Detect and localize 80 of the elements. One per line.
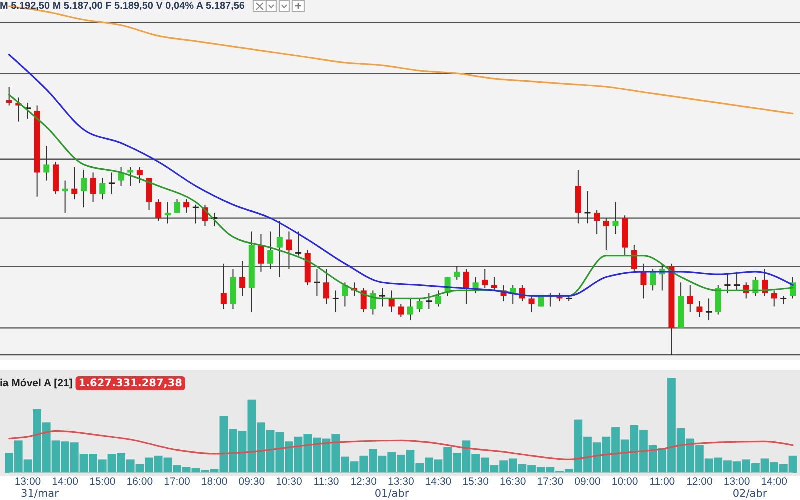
annotation: 1.627.331.287,38 (78, 378, 182, 390)
candlestick (332, 290, 339, 313)
candlestick (650, 268, 656, 292)
candlestick (734, 271, 740, 292)
candlestick (360, 288, 367, 313)
candlestick (771, 290, 778, 308)
candlestick (164, 202, 171, 224)
candlestick (268, 231, 274, 270)
candlestick (118, 166, 124, 187)
candlestick (435, 290, 442, 308)
candlestick (454, 266, 460, 280)
candlestick (491, 276, 498, 292)
candlestick (220, 263, 227, 310)
candlestick (184, 199, 190, 214)
candlestick (724, 274, 731, 294)
candlestick (696, 300, 703, 318)
x-tick-label: 17:30 (537, 476, 564, 488)
x-tick-label: 14:30 (425, 476, 452, 488)
candlestick (603, 218, 610, 251)
candlestick (72, 166, 78, 200)
x-tick-label: 10:00 (612, 476, 638, 488)
x-tick-label: 13:00 (14, 476, 42, 488)
candlestick (463, 268, 470, 305)
candlestick (380, 288, 386, 308)
candlestick (388, 290, 395, 313)
candlestick (324, 268, 330, 305)
candlestick (416, 298, 423, 313)
x-tick-label: 12:00 (686, 476, 714, 488)
candlestick (156, 199, 162, 222)
candlestick (584, 191, 591, 224)
candlestick (398, 304, 404, 318)
x-tick-label: 17:00 (164, 476, 191, 488)
x-tick-label: 10:30 (276, 476, 303, 488)
candlestick (482, 268, 488, 288)
x-tick-label: 14:00 (52, 476, 79, 488)
candlestick (258, 234, 264, 272)
x-tick-label: 11:30 (314, 476, 340, 488)
candlestick (108, 172, 115, 195)
candlestick (528, 296, 535, 313)
chart-title: ia Móvel A [21] (0, 378, 73, 390)
candlestick (136, 166, 143, 184)
candlestick (276, 220, 283, 278)
x-tick-label: 13:30 (388, 476, 414, 488)
candlestick (192, 204, 199, 224)
candlestick (240, 260, 246, 297)
candlestick (128, 166, 134, 187)
candlestick (612, 202, 619, 235)
candlestick (6, 86, 12, 106)
candlestick (472, 276, 479, 294)
x-tick-label: 09:30 (238, 476, 266, 488)
x-tick-label: 16:00 (126, 476, 154, 488)
x-tick-label: 14:00 (761, 476, 788, 488)
text: 31/mar (21, 488, 60, 500)
candlestick (640, 263, 647, 300)
candlestick (174, 199, 180, 214)
candlestick (62, 180, 68, 214)
candlestick (314, 268, 320, 297)
x-tick-label: 15:30 (462, 476, 490, 488)
candlestick (631, 244, 638, 272)
candlestick (342, 282, 348, 308)
candlestick (44, 145, 50, 182)
candlestick (80, 170, 87, 208)
x-tick-label: 13:00 (724, 476, 750, 488)
x-tick-label: 18:00 (201, 476, 228, 488)
candlestick (296, 231, 302, 256)
candlestick (286, 231, 292, 270)
x-tick-label: 09:00 (574, 476, 602, 488)
candlestick (407, 298, 414, 321)
x-tick-label: 15:00 (89, 476, 116, 488)
text: 01/abr (374, 488, 410, 500)
candlestick (426, 292, 432, 310)
x-tick-label: 11:00 (650, 476, 676, 488)
candlestick (687, 284, 694, 313)
x-tick-label: 16:30 (500, 476, 526, 488)
x-tick-label: 12:30 (350, 476, 378, 488)
candlestick (100, 178, 106, 200)
candlestick (90, 172, 96, 203)
candlestick (706, 298, 712, 321)
text: 02/abr (732, 488, 768, 500)
candlestick (594, 210, 600, 235)
